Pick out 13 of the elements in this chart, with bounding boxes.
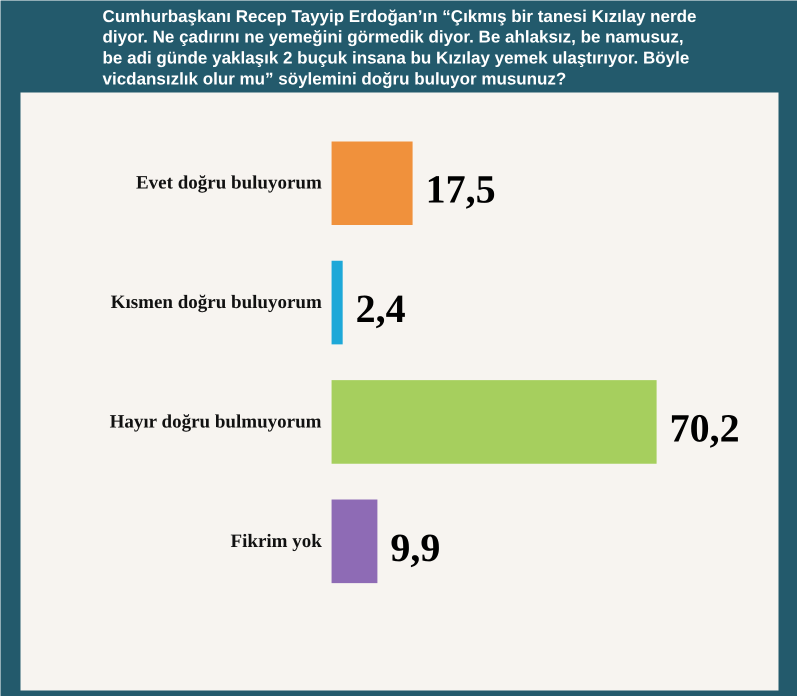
y-tick-label: Fikrim yok xyxy=(230,530,322,552)
chart-title: Cumhurbaşkanı Recep Tayyip Erdoğan’ın “Çıkmış bir tanesi Kızılay nerde diyor. Ne çadırını ne yemeğini görmedik diyor. Be ahlaksız, be namusuz, be adi günde yaklaşık 2 buçuk insana bu Kızılay yemek ulaştırıyor. Böyle vicdansızlık olur mu” söylemini doğru buluyor musunuz? xyxy=(102,6,696,88)
data-label: 9,9 xyxy=(390,524,440,570)
data-label: 70,2 xyxy=(670,405,740,450)
bar xyxy=(332,141,413,225)
data-label: 17,5 xyxy=(426,166,496,212)
y-tick-label: Hayır doğru bulmuyorum xyxy=(110,411,322,432)
y-tick-label: Kısmen doğru buluyorum xyxy=(110,292,322,314)
bar xyxy=(332,260,343,344)
bar xyxy=(332,380,657,464)
y-tick-label: Evet doğru buluyorum xyxy=(136,172,322,194)
data-label: 2,4 xyxy=(356,286,406,332)
bar xyxy=(332,500,378,584)
